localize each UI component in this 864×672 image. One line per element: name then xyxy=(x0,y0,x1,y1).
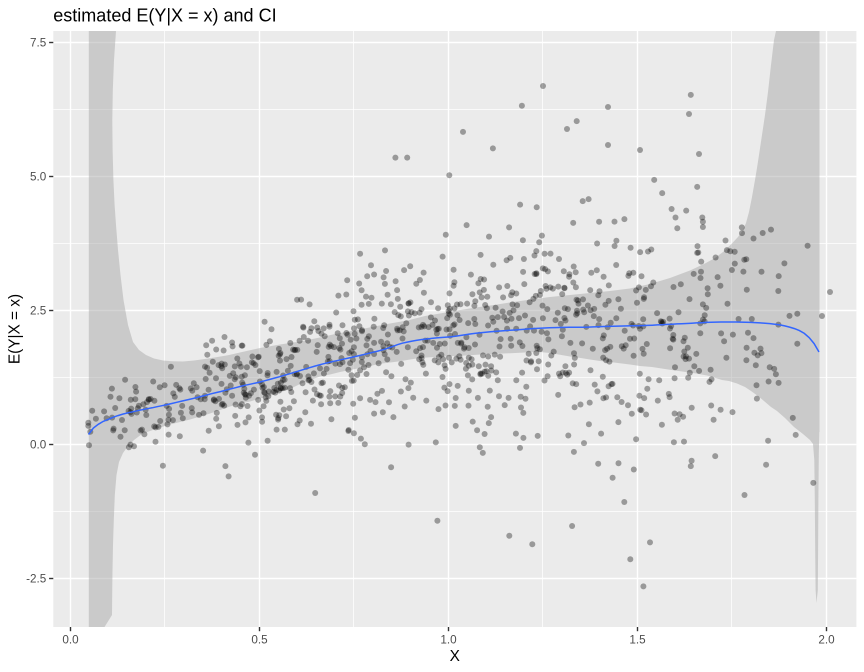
svg-text:5.0: 5.0 xyxy=(30,171,47,184)
svg-text:X: X xyxy=(450,648,460,665)
svg-text:0.0: 0.0 xyxy=(30,439,47,452)
svg-text:2.0: 2.0 xyxy=(818,634,835,647)
svg-text:0.5: 0.5 xyxy=(251,634,268,647)
svg-text:1.0: 1.0 xyxy=(440,634,457,647)
svg-text:1.5: 1.5 xyxy=(629,634,646,647)
svg-text:-2.5: -2.5 xyxy=(26,573,47,586)
svg-text:2.5: 2.5 xyxy=(30,305,47,318)
svg-text:estimated E(Y|X = x) and CI: estimated E(Y|X = x) and CI xyxy=(53,6,276,26)
svg-text:7.5: 7.5 xyxy=(30,37,47,50)
svg-text:E(Y|X = x): E(Y|X = x) xyxy=(7,294,24,364)
svg-text:0.0: 0.0 xyxy=(62,634,79,647)
